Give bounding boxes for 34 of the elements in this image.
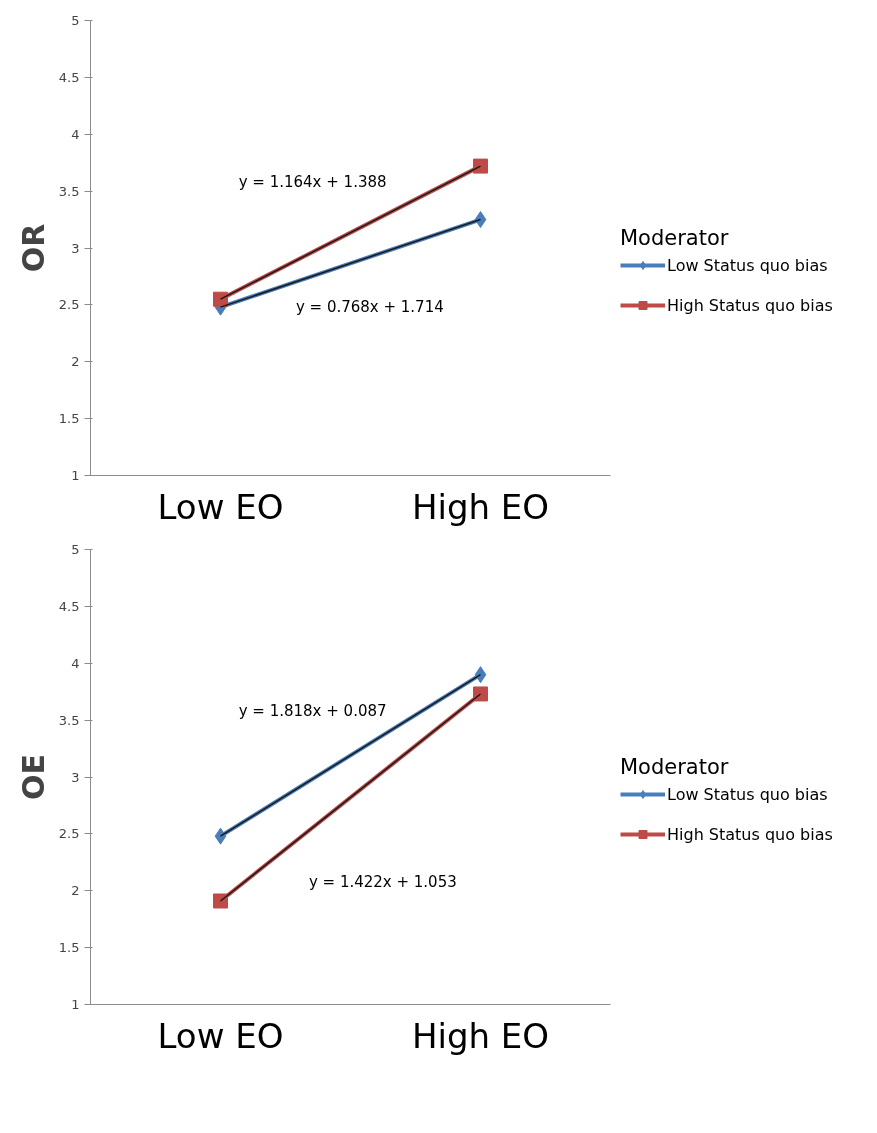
y-tick-label: 2.5: [58, 826, 80, 842]
y-tick-label: 2.5: [58, 297, 80, 313]
annotation: y = 1.164x + 1.388: [238, 173, 387, 192]
y-tick-label: 5: [71, 13, 80, 28]
y-axis-title: OE: [15, 754, 51, 800]
y-tick-label: 1.5: [58, 940, 80, 956]
y-tick-label: 4.5: [58, 598, 80, 614]
legend-title: Moderator: [620, 755, 730, 779]
y-tick-label: 4: [71, 655, 80, 671]
y-tick-label: 5: [71, 542, 80, 557]
legend-label: High Status quo bias: [667, 824, 833, 844]
x-tick-label: High EO: [411, 1015, 550, 1056]
y-tick-label: 1: [71, 997, 80, 1012]
x-tick-label: Low EO: [157, 1015, 284, 1056]
legend-label: High Status quo bias: [667, 295, 833, 315]
y-tick-label: 4: [71, 126, 80, 142]
y-tick-label: 4.5: [58, 69, 80, 85]
legend-label: Low Status quo bias: [667, 255, 828, 275]
y-tick-label: 3.5: [58, 183, 80, 199]
y-tick-label: 1: [71, 468, 80, 483]
annotation: y = 0.768x + 1.714: [295, 298, 444, 317]
x-tick-label: Low EO: [157, 486, 284, 527]
legend-title: Moderator: [620, 226, 730, 250]
y-axis-title: OR: [15, 223, 51, 273]
annotation: y = 1.818x + 0.087: [238, 702, 387, 721]
y-tick-label: 2: [71, 883, 80, 899]
y-tick-label: 1.5: [58, 411, 80, 427]
y-tick-label: 3: [71, 769, 80, 785]
y-tick-label: 3: [71, 240, 80, 256]
annotation: y = 1.422x + 1.053: [308, 872, 457, 891]
x-tick-label: High EO: [411, 486, 550, 527]
legend-label: Low Status quo bias: [667, 784, 828, 804]
y-tick-label: 2: [71, 354, 80, 370]
y-tick-label: 3.5: [58, 712, 80, 728]
